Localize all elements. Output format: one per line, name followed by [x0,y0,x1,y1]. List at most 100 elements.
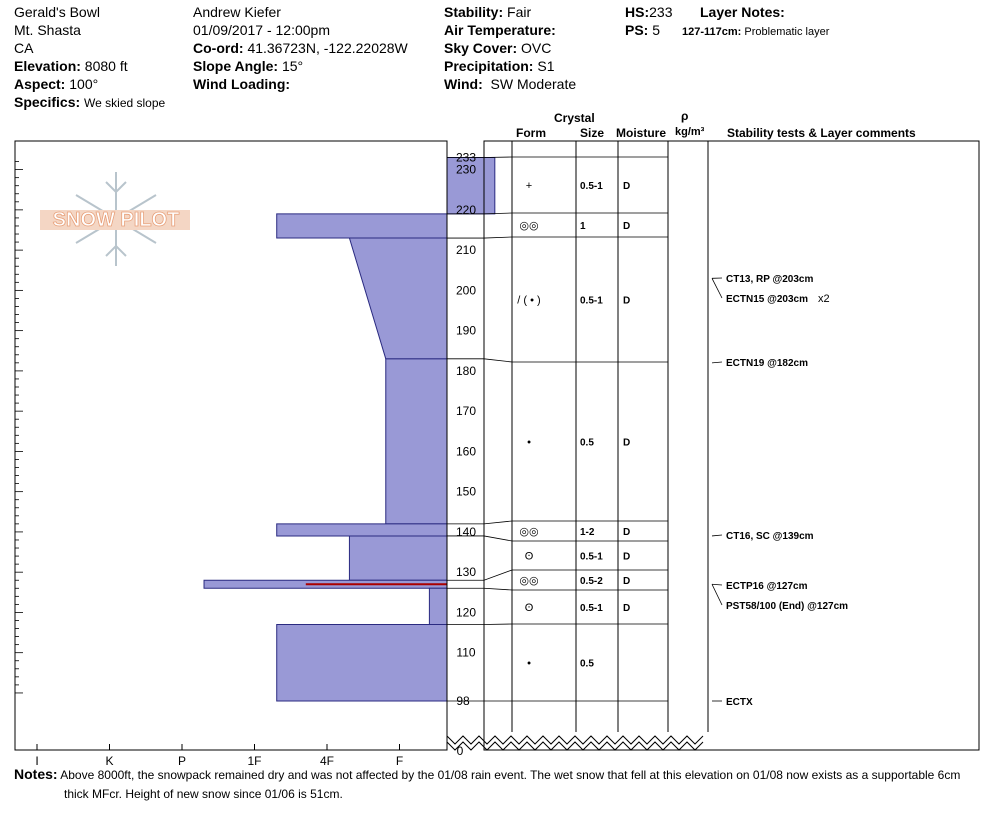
layer-note-row: 127-117cm: Problematic layer [682,24,829,40]
stability-label: Stability: [444,4,504,20]
layer-bar [348,237,448,360]
depth-tick-label: 170 [456,404,476,418]
layer-size: 0.5 [580,438,594,449]
test-leader-line [711,583,723,586]
layer-form: ◎◎ [519,526,538,538]
slope-value: 15° [281,58,304,74]
wind-loading-label: Wind Loading: [193,76,291,92]
layer-note-depth: 127-117cm: [682,26,742,38]
stability-row: Stability: Fair [444,4,531,20]
layer-bar [276,523,448,537]
test-leader-line [711,361,723,364]
aspect-value: 100° [69,76,99,92]
air-temp-label: Air Temperature: [444,22,556,38]
ps-label: PS: [625,22,649,38]
rho-header: ρ [681,109,689,123]
coord-row: Co-ord: 41.36723N, -122.22028W [193,40,408,56]
slope-label: Slope Angle: [193,58,279,74]
layer-boundary-line [447,535,668,542]
hs-label: HS: [625,4,650,20]
layer-size: 0.5-1 [580,181,603,192]
hs-value: 233 [649,4,673,20]
layer-form: ʘ [525,551,534,563]
test-leader-line [711,584,723,606]
layer-form: ʘ [525,602,534,614]
hardness-tick-label: I [35,754,38,768]
layer-boundary-line [447,212,668,215]
wind-value: SW Moderate [490,76,577,92]
obs-datetime: 01/09/2017 - 12:00pm [193,22,330,38]
depth-tick-label: 190 [456,324,476,338]
precip-value: S1 [537,58,555,74]
layer-bar [428,587,448,626]
hardness-tick-label: P [178,754,186,768]
density-unit-header: kg/m³ [675,126,705,138]
layer-bar [276,213,448,239]
depth-tick-label: 230 [456,163,476,177]
layer-size: 0.5-2 [580,576,603,587]
moisture-header: Moisture [616,126,667,140]
layer-moisture: D [623,221,630,232]
elevation-label: Elevation: [14,58,81,74]
notes-label: Notes: [14,766,58,782]
sky-row: Sky Cover: OVC [444,40,551,56]
layer-moisture: D [623,603,630,614]
stability-test-label: PST58/100 (End) @127cm [726,601,848,612]
layer-note-text: Problematic layer [744,26,830,38]
crystal-header: Crystal [554,111,595,125]
aspect-row: Aspect: 100° [14,76,98,92]
layer-boundary-line [447,569,668,581]
hardness-tick-label: 4F [320,754,334,768]
axis-break-zigzag [446,735,704,745]
depth-tick-label: 220 [456,203,476,217]
layer-form: / ( • ) [517,295,540,307]
layer-size: 0.5 [580,659,594,670]
depth-tick-label: 200 [456,283,476,297]
depth-tick-label: 130 [456,565,476,579]
air-temp-row: Air Temperature: [444,22,556,38]
layer-moisture: D [623,438,630,449]
aspect-label: Aspect: [14,76,66,92]
layer-moisture: D [623,552,630,563]
layer-size: 0.5-1 [580,603,603,614]
layer-size: 1 [580,221,586,232]
layer-form: ◎◎ [519,575,538,587]
stability-test-label: CT13, RP @203cm [726,274,813,285]
layer-form: • [527,658,531,670]
notes-line-2: thick MFcr. Height of new snow since 01/… [64,787,343,801]
depth-tick-label: 150 [456,485,476,499]
stability-value: Fair [507,4,532,20]
hs-row: HS:233 [625,4,672,20]
specifics-row: Specifics: We skied slope [14,94,165,111]
wind-loading-row: Wind Loading: [193,76,290,92]
specifics-value: We skied slope [84,96,166,110]
depth-tick-label: 140 [456,525,476,539]
hardness-tick-label: K [105,754,113,768]
layer-boundary-line [447,623,668,625]
layer-moisture: D [623,576,630,587]
elevation-row: Elevation: 8080 ft [14,58,128,74]
elevation-value: 8080 ft [84,58,128,74]
precip-label: Precipitation: [444,58,534,74]
layer-size: 0.5-1 [580,296,603,307]
stability-test-label: ECTN15 @203cm [726,294,808,305]
layer-form: + [526,180,532,192]
stability-test-label: ECTN19 @182cm [726,358,808,369]
depth-zero-label: 0 [457,744,464,758]
ps-value: 5 [652,22,661,38]
precip-row: Precipitation: S1 [444,58,554,74]
depth-tick-label: 180 [456,364,476,378]
wind-label: Wind: [444,76,483,92]
layer-bar [348,535,448,581]
table-frame [483,140,980,751]
sky-value: OVC [521,40,552,56]
layer-boundary-line [447,156,668,158]
wind-row: Wind: SW Moderate [444,76,576,92]
stability-test-label: ECTP16 @127cm [726,581,808,592]
layer-size: 0.5-1 [580,552,603,563]
observer-name: Andrew Kiefer [193,4,281,20]
coord-value: 41.36723N, -122.22028W [247,40,408,56]
size-header: Size [580,126,605,140]
layer-bar [385,358,448,525]
